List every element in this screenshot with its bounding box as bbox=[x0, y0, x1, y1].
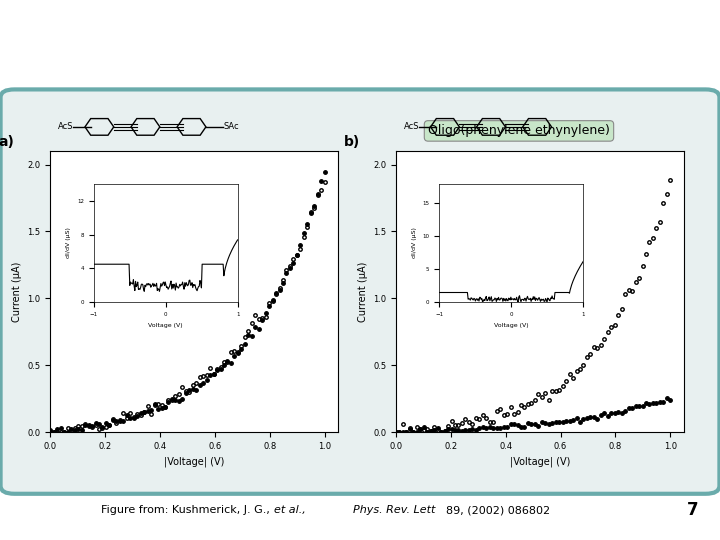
Y-axis label: dI/dV (μS): dI/dV (μS) bbox=[66, 227, 71, 259]
Y-axis label: Current (μA): Current (μA) bbox=[12, 261, 22, 322]
Text: Figure from: Kushmerick, J. G.,: Figure from: Kushmerick, J. G., bbox=[102, 505, 274, 515]
Text: 89, (2002) 086802: 89, (2002) 086802 bbox=[446, 505, 551, 515]
Y-axis label: dI/dV (μS): dI/dV (μS) bbox=[412, 227, 417, 259]
Text: Crossed-Wire Method: Crossed-Wire Method bbox=[22, 31, 492, 70]
Text: et al.,: et al., bbox=[274, 505, 309, 515]
X-axis label: Voltage (V): Voltage (V) bbox=[148, 323, 183, 328]
Text: AcS: AcS bbox=[58, 123, 73, 131]
Text: 7: 7 bbox=[687, 501, 698, 519]
FancyBboxPatch shape bbox=[1, 90, 719, 494]
Text: Phys. Rev. Lett: Phys. Rev. Lett bbox=[353, 505, 435, 515]
Text: Oligo(phenylene ethynylene): Oligo(phenylene ethynylene) bbox=[428, 124, 610, 137]
Text: AcS: AcS bbox=[403, 123, 419, 131]
Text: a): a) bbox=[0, 134, 14, 149]
X-axis label: Voltage (V): Voltage (V) bbox=[494, 323, 528, 328]
Text: b): b) bbox=[344, 134, 361, 149]
X-axis label: |Voltage| (V): |Voltage| (V) bbox=[510, 456, 570, 467]
X-axis label: |Voltage| (V): |Voltage| (V) bbox=[164, 456, 225, 467]
Text: SAc: SAc bbox=[223, 123, 239, 131]
Y-axis label: Current (μA): Current (μA) bbox=[358, 261, 368, 322]
